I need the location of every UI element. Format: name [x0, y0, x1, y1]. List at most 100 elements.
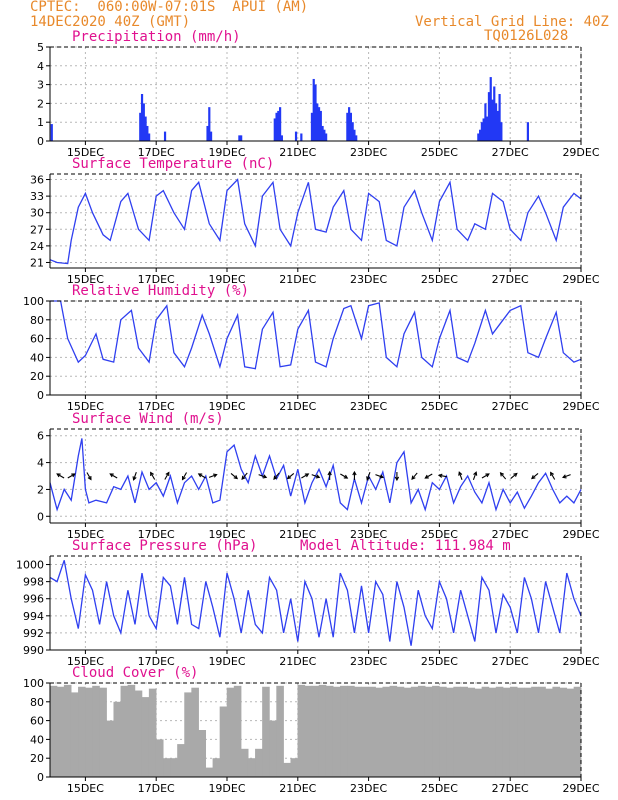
- cloud-bar: [99, 687, 107, 777]
- wind-arrow-head: [394, 476, 400, 482]
- precip-bar: [348, 107, 351, 141]
- wind-arrow-head: [499, 472, 505, 477]
- cloud-bar: [120, 685, 129, 777]
- precip-bar: [317, 107, 321, 141]
- wind-arrow-head: [366, 476, 371, 481]
- precip-bar: [321, 125, 324, 141]
- cloud-bar: [212, 758, 221, 777]
- panel-2: [46, 173, 582, 272]
- wind-arrow-head: [241, 475, 246, 480]
- series-line: [49, 560, 582, 646]
- wind-arrow-head: [150, 471, 154, 477]
- wind-arrow: [258, 474, 268, 479]
- precip-bar: [140, 94, 144, 141]
- precip-bar: [310, 112, 314, 141]
- precip-bar: [280, 135, 283, 141]
- precip-bar: [480, 122, 483, 141]
- x-tick-label: 25DEC: [421, 655, 458, 668]
- header-right1: Vertical Grid Line: 40Z: [415, 14, 609, 30]
- wind-arrow-head: [304, 473, 310, 478]
- precip-bar: [484, 103, 487, 141]
- wind-arrow: [352, 470, 357, 480]
- cloud-bar: [347, 685, 355, 777]
- cloud-bar: [226, 687, 235, 777]
- wind-arrow: [458, 471, 463, 480]
- wind-arrow: [109, 473, 118, 479]
- precip-bar: [325, 133, 328, 141]
- x-tick-label: 21DEC: [279, 655, 316, 668]
- precip-bar: [323, 129, 326, 141]
- wind-arrow-head: [273, 475, 278, 480]
- y-tick-label: 0: [37, 510, 44, 523]
- cloud-bar: [269, 720, 277, 777]
- precip-bar: [238, 135, 241, 141]
- y-tick-label: 0: [37, 771, 44, 784]
- wind-arrow-head: [485, 473, 490, 478]
- wind-arrow: [56, 473, 65, 479]
- y-tick-label: 24: [30, 240, 44, 253]
- wind-arrow: [273, 472, 280, 480]
- x-tick-label: 29DEC: [562, 146, 599, 159]
- precip-bar: [209, 131, 213, 141]
- wind-arrow-head: [56, 473, 61, 478]
- wind-arrow-shaft: [425, 473, 433, 479]
- precip-bar: [487, 92, 491, 141]
- wind-arrow: [208, 473, 218, 478]
- x-tick-label: 15DEC: [67, 528, 104, 541]
- wind-arrow-shaft: [472, 472, 477, 480]
- header-line1: CPTEC: 060:00W-07:01S APUI (AM): [30, 0, 309, 15]
- wind-arrow-shaft: [287, 473, 295, 479]
- wind-arrow-shaft: [198, 473, 206, 479]
- series-line: [50, 300, 582, 370]
- panel-title: Surface Pressure (hPa): [72, 538, 257, 554]
- cloud-bar: [70, 692, 79, 777]
- y-tick-label: 1000: [16, 559, 44, 572]
- y-tick-label: 6: [37, 430, 44, 443]
- wind-arrow: [67, 473, 76, 479]
- x-tick-label: 23DEC: [350, 782, 387, 795]
- y-tick-label: 60: [30, 333, 44, 346]
- x-tick-label: 23DEC: [350, 528, 387, 541]
- cloud-bar: [247, 758, 256, 777]
- wind-arrow: [286, 473, 295, 480]
- y-tick-label: 80: [30, 314, 44, 327]
- x-tick-label: 19DEC: [208, 146, 245, 159]
- wind-arrow: [499, 472, 507, 480]
- precip-bar: [346, 112, 349, 141]
- x-tick-label: 19DEC: [208, 655, 245, 668]
- x-tick-label: 17DEC: [138, 782, 175, 795]
- wind-arrow-shaft: [340, 473, 348, 479]
- y-tick-label: 996: [23, 593, 44, 606]
- wind-arrow-head: [327, 470, 332, 476]
- wind-arrow-shaft: [438, 474, 447, 478]
- y-tick-label: 3: [37, 79, 44, 92]
- wind-arrow-shaft: [164, 472, 170, 480]
- wind-arrow-head: [550, 471, 554, 477]
- model-altitude-label: Model Altitude: 111.984 m: [300, 538, 511, 554]
- x-tick-label: 29DEC: [562, 782, 599, 795]
- y-tick-label: 20: [30, 370, 44, 383]
- cloud-bar: [382, 686, 391, 777]
- wind-arrow-head: [458, 471, 463, 476]
- wind-arrow-head: [473, 471, 478, 476]
- x-tick-label: 19DEC: [208, 273, 245, 286]
- precip-bar: [526, 122, 529, 141]
- panel-title: Cloud Cover (%): [72, 665, 198, 681]
- precip-bar: [208, 107, 211, 141]
- cloud-bar: [134, 690, 143, 777]
- panel-5: [46, 555, 582, 654]
- header-line2: 14DEC2020 40Z (GMT): [30, 14, 191, 30]
- wind-arrow-shaft: [109, 473, 118, 479]
- cloud-bar: [240, 748, 249, 777]
- y-tick-label: 1: [37, 116, 44, 129]
- cloud-bar: [403, 687, 412, 777]
- y-tick-label: 80: [30, 696, 44, 709]
- cloud-bar: [106, 720, 114, 777]
- wind-arrow-head: [286, 475, 292, 480]
- wind-arrow-shaft: [550, 472, 556, 480]
- precip-bar: [500, 122, 503, 141]
- x-tick-label: 19DEC: [208, 400, 245, 413]
- y-tick-label: 40: [30, 351, 44, 364]
- x-tick-label: 29DEC: [562, 273, 599, 286]
- x-tick-label: 17DEC: [138, 146, 175, 159]
